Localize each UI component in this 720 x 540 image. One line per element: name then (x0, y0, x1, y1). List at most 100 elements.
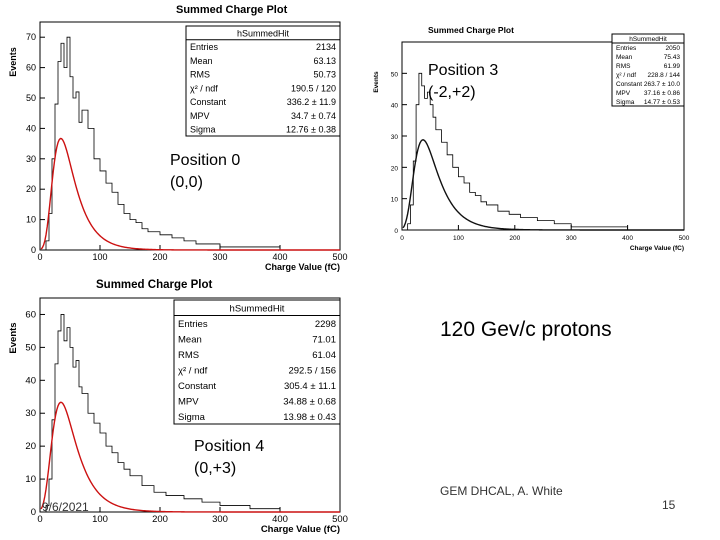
x-tick-label: 400 (622, 235, 633, 242)
y-tick-label: 50 (25, 342, 36, 353)
fit-curve (402, 139, 684, 231)
x-tick-label: 100 (92, 514, 108, 525)
stats-value: 228.8 / 144 (647, 72, 680, 79)
position-4-label: Position 4 (0,+3) (194, 436, 264, 480)
x-axis-label: Charge Value (fC) (630, 245, 684, 252)
stats-key: RMS (178, 350, 199, 361)
y-axis-label: Events (373, 71, 380, 93)
x-tick-label: 100 (92, 252, 107, 262)
stats-value: 2134 (316, 42, 336, 52)
position-4-coord: (0,+3) (194, 460, 237, 477)
stats-frame (173, 299, 341, 425)
stats-value: 263.7 ± 10.0 (644, 81, 680, 88)
x-tick-label: 200 (509, 235, 520, 242)
stats-value: 2298 (315, 319, 336, 330)
stats-value: 71.01 (312, 335, 336, 346)
stats-key: Entries (178, 319, 208, 330)
y-tick-label: 70 (26, 32, 36, 42)
stats-key: Mean (178, 335, 202, 346)
stats-value: 13.98 ± 0.43 (283, 412, 336, 423)
stats-key: Constant (616, 81, 642, 88)
fit-curve (40, 137, 340, 251)
x-tick-label: 400 (272, 514, 288, 525)
stats-value: 34.7 ± 0.74 (291, 111, 336, 121)
chart-position-3: Summed Charge Plot 0 10 20 30 40 50 0 100 200 300 4… (368, 20, 694, 258)
x-tick-label: 300 (212, 252, 227, 262)
stats-key: MPV (616, 90, 631, 97)
x-tick-label: 500 (332, 252, 347, 262)
histogram-series (407, 72, 634, 231)
fit-curve (40, 401, 340, 513)
chart-title: Summed Charge Plot (176, 4, 288, 16)
x-tick-label: 200 (152, 252, 167, 262)
x-tick-label: 0 (37, 514, 42, 525)
y-axis-label: Events (8, 47, 18, 77)
position-0-name: Position 0 (170, 152, 241, 169)
x-tick-label: 300 (212, 514, 228, 525)
stats-key: χ² / ndf (616, 72, 636, 79)
stats-key: Mean (190, 56, 213, 66)
position-4-name: Position 4 (194, 438, 265, 455)
beam-label: 120 Gev/c protons (440, 318, 612, 341)
stats-value: 14.77 ± 0.53 (644, 99, 680, 106)
y-tick-label: 10 (25, 474, 36, 485)
x-tick-label: 100 (453, 235, 464, 242)
y-tick-label: 20 (25, 441, 36, 452)
stats-value: 75.43 (664, 54, 681, 61)
stats-key: χ² / ndf (190, 83, 218, 93)
y-tick-label: 40 (25, 375, 36, 386)
chart-title: Summed Charge Plot (96, 279, 212, 291)
footer-date: 9/6/2021 (42, 500, 89, 514)
chart-position-0: Summed Charge Plot 0 10 20 30 40 50 60 70 0 100 200… (6, 2, 352, 276)
y-tick-label: 50 (26, 93, 36, 103)
y-tick-label: 50 (391, 71, 399, 78)
stats-key: RMS (616, 63, 631, 70)
stats-value: 61.04 (312, 350, 336, 361)
position-0-label: Position 0 (0,0) (170, 150, 240, 194)
stats-key: χ² / ndf (178, 366, 208, 377)
stats-name: hSummedHit (230, 304, 285, 315)
stats-value: 34.88 ± 0.68 (283, 397, 336, 408)
y-tick-label: 0 (394, 228, 398, 235)
y-tick-label: 40 (391, 103, 399, 110)
stats-name: hSummedHit (237, 28, 290, 38)
footer-page-number: 15 (662, 498, 676, 512)
y-tick-label: 30 (26, 154, 36, 164)
stats-key: MPV (178, 397, 199, 408)
stats-key: Sigma (616, 99, 635, 106)
position-3-label: Position 3 (-2,+2) (428, 60, 498, 104)
stats-name: hSummedHit (629, 36, 667, 43)
histogram-series (45, 36, 316, 251)
y-tick-label: 10 (26, 215, 36, 225)
stats-box: hSummedHit Entries 2298 Mean 71.01 RMS 61.04 χ²… (173, 299, 341, 425)
x-tick-label: 0 (37, 252, 42, 262)
y-tick-label: 30 (25, 408, 36, 419)
stats-value: 63.13 (313, 56, 336, 66)
y-tick-label: 20 (391, 165, 399, 172)
x-tick-label: 200 (152, 514, 168, 525)
stats-value: 190.5 / 120 (291, 83, 336, 93)
chart-position-0-svg: Summed Charge Plot 0 10 20 30 40 50 60 70 0 100 200… (8, 4, 348, 272)
histogram-series (45, 314, 286, 513)
stats-value: 292.5 / 156 (288, 366, 336, 377)
y-axis-label: Events (8, 322, 19, 353)
footer-author: GEM DHCAL, A. White (440, 484, 563, 498)
y-tick-label: 20 (26, 184, 36, 194)
x-tick-label: 400 (272, 252, 287, 262)
stats-value: 50.73 (313, 70, 336, 80)
y-tick-label: 40 (26, 123, 36, 133)
stats-frame (185, 25, 341, 137)
position-3-coord: (-2,+2) (428, 84, 476, 101)
stats-value: 336.2 ± 11.9 (287, 97, 336, 107)
chart-position-4: Summed Charge Plot 0 10 20 30 40 50 60 0 100 200 30… (6, 276, 352, 538)
stats-value: 12.76 ± 0.38 (286, 125, 336, 135)
x-tick-label: 500 (332, 514, 348, 525)
x-tick-label: 500 (679, 235, 690, 242)
y-tick-label: 0 (31, 245, 36, 255)
stats-key: Entries (616, 45, 637, 52)
stats-key: Entries (190, 42, 219, 52)
x-axis-label: Charge Value (fC) (265, 262, 340, 272)
y-tick-label: 60 (25, 309, 36, 320)
stats-key: RMS (190, 70, 210, 80)
